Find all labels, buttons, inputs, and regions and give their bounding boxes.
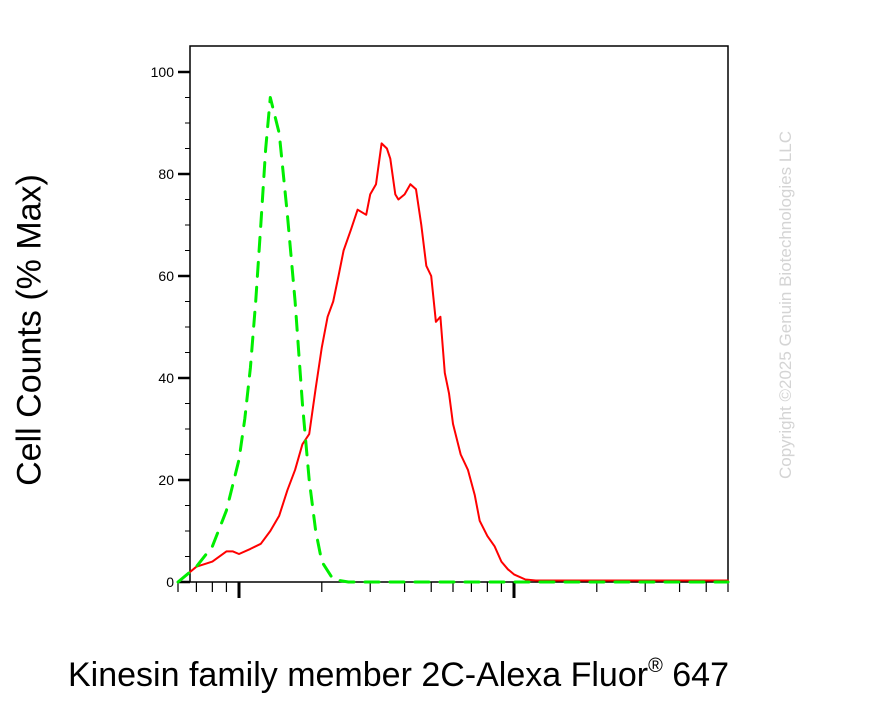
y-tick-label: 60 (158, 268, 174, 284)
y-tick-label: 100 (151, 64, 175, 80)
y-axis-label: Cell Counts (% Max) (10, 174, 49, 486)
y-tick-label: 40 (158, 370, 174, 386)
x-axis-label: Kinesin family member 2C-Alexa Fluor® 64… (68, 655, 729, 695)
x-axis-label-tail: 647 (662, 656, 730, 694)
series-group (176, 96, 730, 584)
control-histogram-line (176, 96, 730, 584)
copyright-watermark: Copyright ©2025 Genuin Biotechnologies L… (776, 130, 795, 480)
axes: 0 20 40 60 80 100 (151, 45, 729, 598)
y-tick-label: 0 (166, 574, 174, 590)
x-axis-label-main: Kinesin family member 2C-Alexa Fluor (68, 656, 649, 694)
y-tick-label: 20 (158, 472, 174, 488)
sample-histogram-line (177, 142, 729, 583)
x-axis-label-registered: ® (648, 655, 663, 677)
y-tick-label: 80 (158, 166, 174, 182)
plot-frame (189, 45, 729, 583)
